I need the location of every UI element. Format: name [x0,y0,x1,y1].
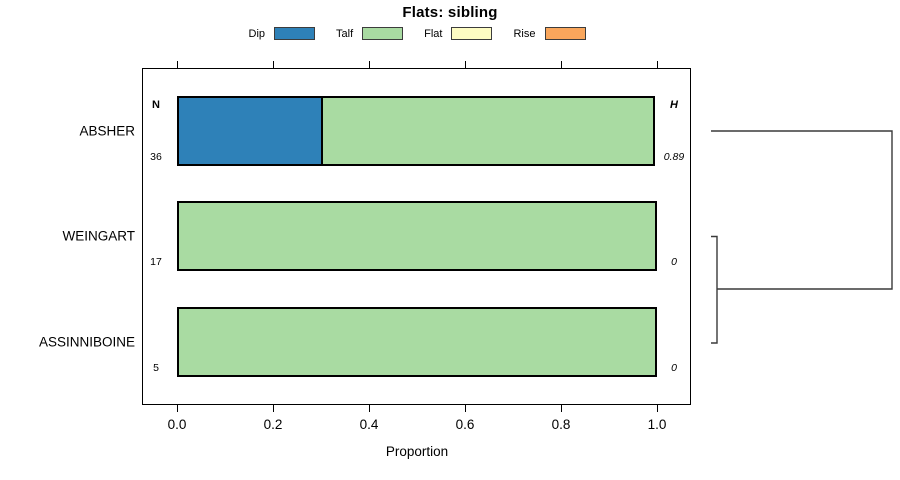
dendrogram-branch-weingart-assinniboine [711,235,718,344]
row-label-weingart: WEINGART [62,228,135,244]
x-tick-top [272,61,274,68]
h-value-weingart: 0 [671,256,677,268]
x-tick-top [464,61,466,68]
legend: Dip Talf Flat Rise [0,27,834,40]
chart-title: Flats: sibling [402,4,498,21]
x-tick-bottom [656,405,658,412]
legend-swatch-rise [544,27,586,40]
x-tick-label: 1.0 [647,417,667,432]
legend-swatch-dip [274,27,316,40]
legend-item-talf: Talf [336,27,404,40]
legend-item-flat: Flat [424,27,493,40]
bar-weingart [177,201,657,271]
x-tick-top [560,61,562,68]
legend-item-rise: Rise [513,27,586,40]
bar-segment-dip [177,96,324,166]
x-tick-label: 0.0 [167,417,187,432]
x-axis-label: Proportion [385,444,449,459]
legend-swatch-flat [451,27,493,40]
x-tick-bottom [368,405,370,412]
bar-segment-talf [177,201,657,271]
n-value-absher: 36 [150,151,162,163]
x-tick-label: 0.2 [263,417,283,432]
x-tick-bottom [464,405,466,412]
row-label-assinniboine: ASSINNIBOINE [38,334,135,350]
x-tick-bottom [176,405,178,412]
legend-label: Rise [513,27,536,40]
dendrogram-branch-absher [711,130,893,290]
x-tick-top [656,61,658,68]
bar-segment-talf [177,307,657,377]
x-tick-label: 0.4 [359,417,379,432]
x-tick-bottom [560,405,562,412]
h-column-header: H [670,99,678,111]
x-tick-top [368,61,370,68]
legend-label: Flat [424,27,443,40]
x-tick-label: 0.6 [455,417,475,432]
legend-swatch-talf [362,27,404,40]
n-value-weingart: 17 [150,256,162,268]
n-column-header: N [152,99,160,111]
x-tick-label: 0.8 [551,417,571,432]
x-tick-top [176,61,178,68]
n-value-assinniboine: 5 [153,362,159,374]
legend-label: Dip [248,27,266,40]
legend-item-dip: Dip [249,27,316,40]
legend-label: Talf [336,27,354,40]
h-value-assinniboine: 0 [671,362,677,374]
h-value-absher: 0.89 [663,151,685,163]
bar-segment-talf [321,96,655,166]
row-label-absher: ABSHER [79,123,135,139]
bar-absher [177,96,655,166]
x-tick-bottom [272,405,274,412]
bar-assinniboine [177,307,657,377]
